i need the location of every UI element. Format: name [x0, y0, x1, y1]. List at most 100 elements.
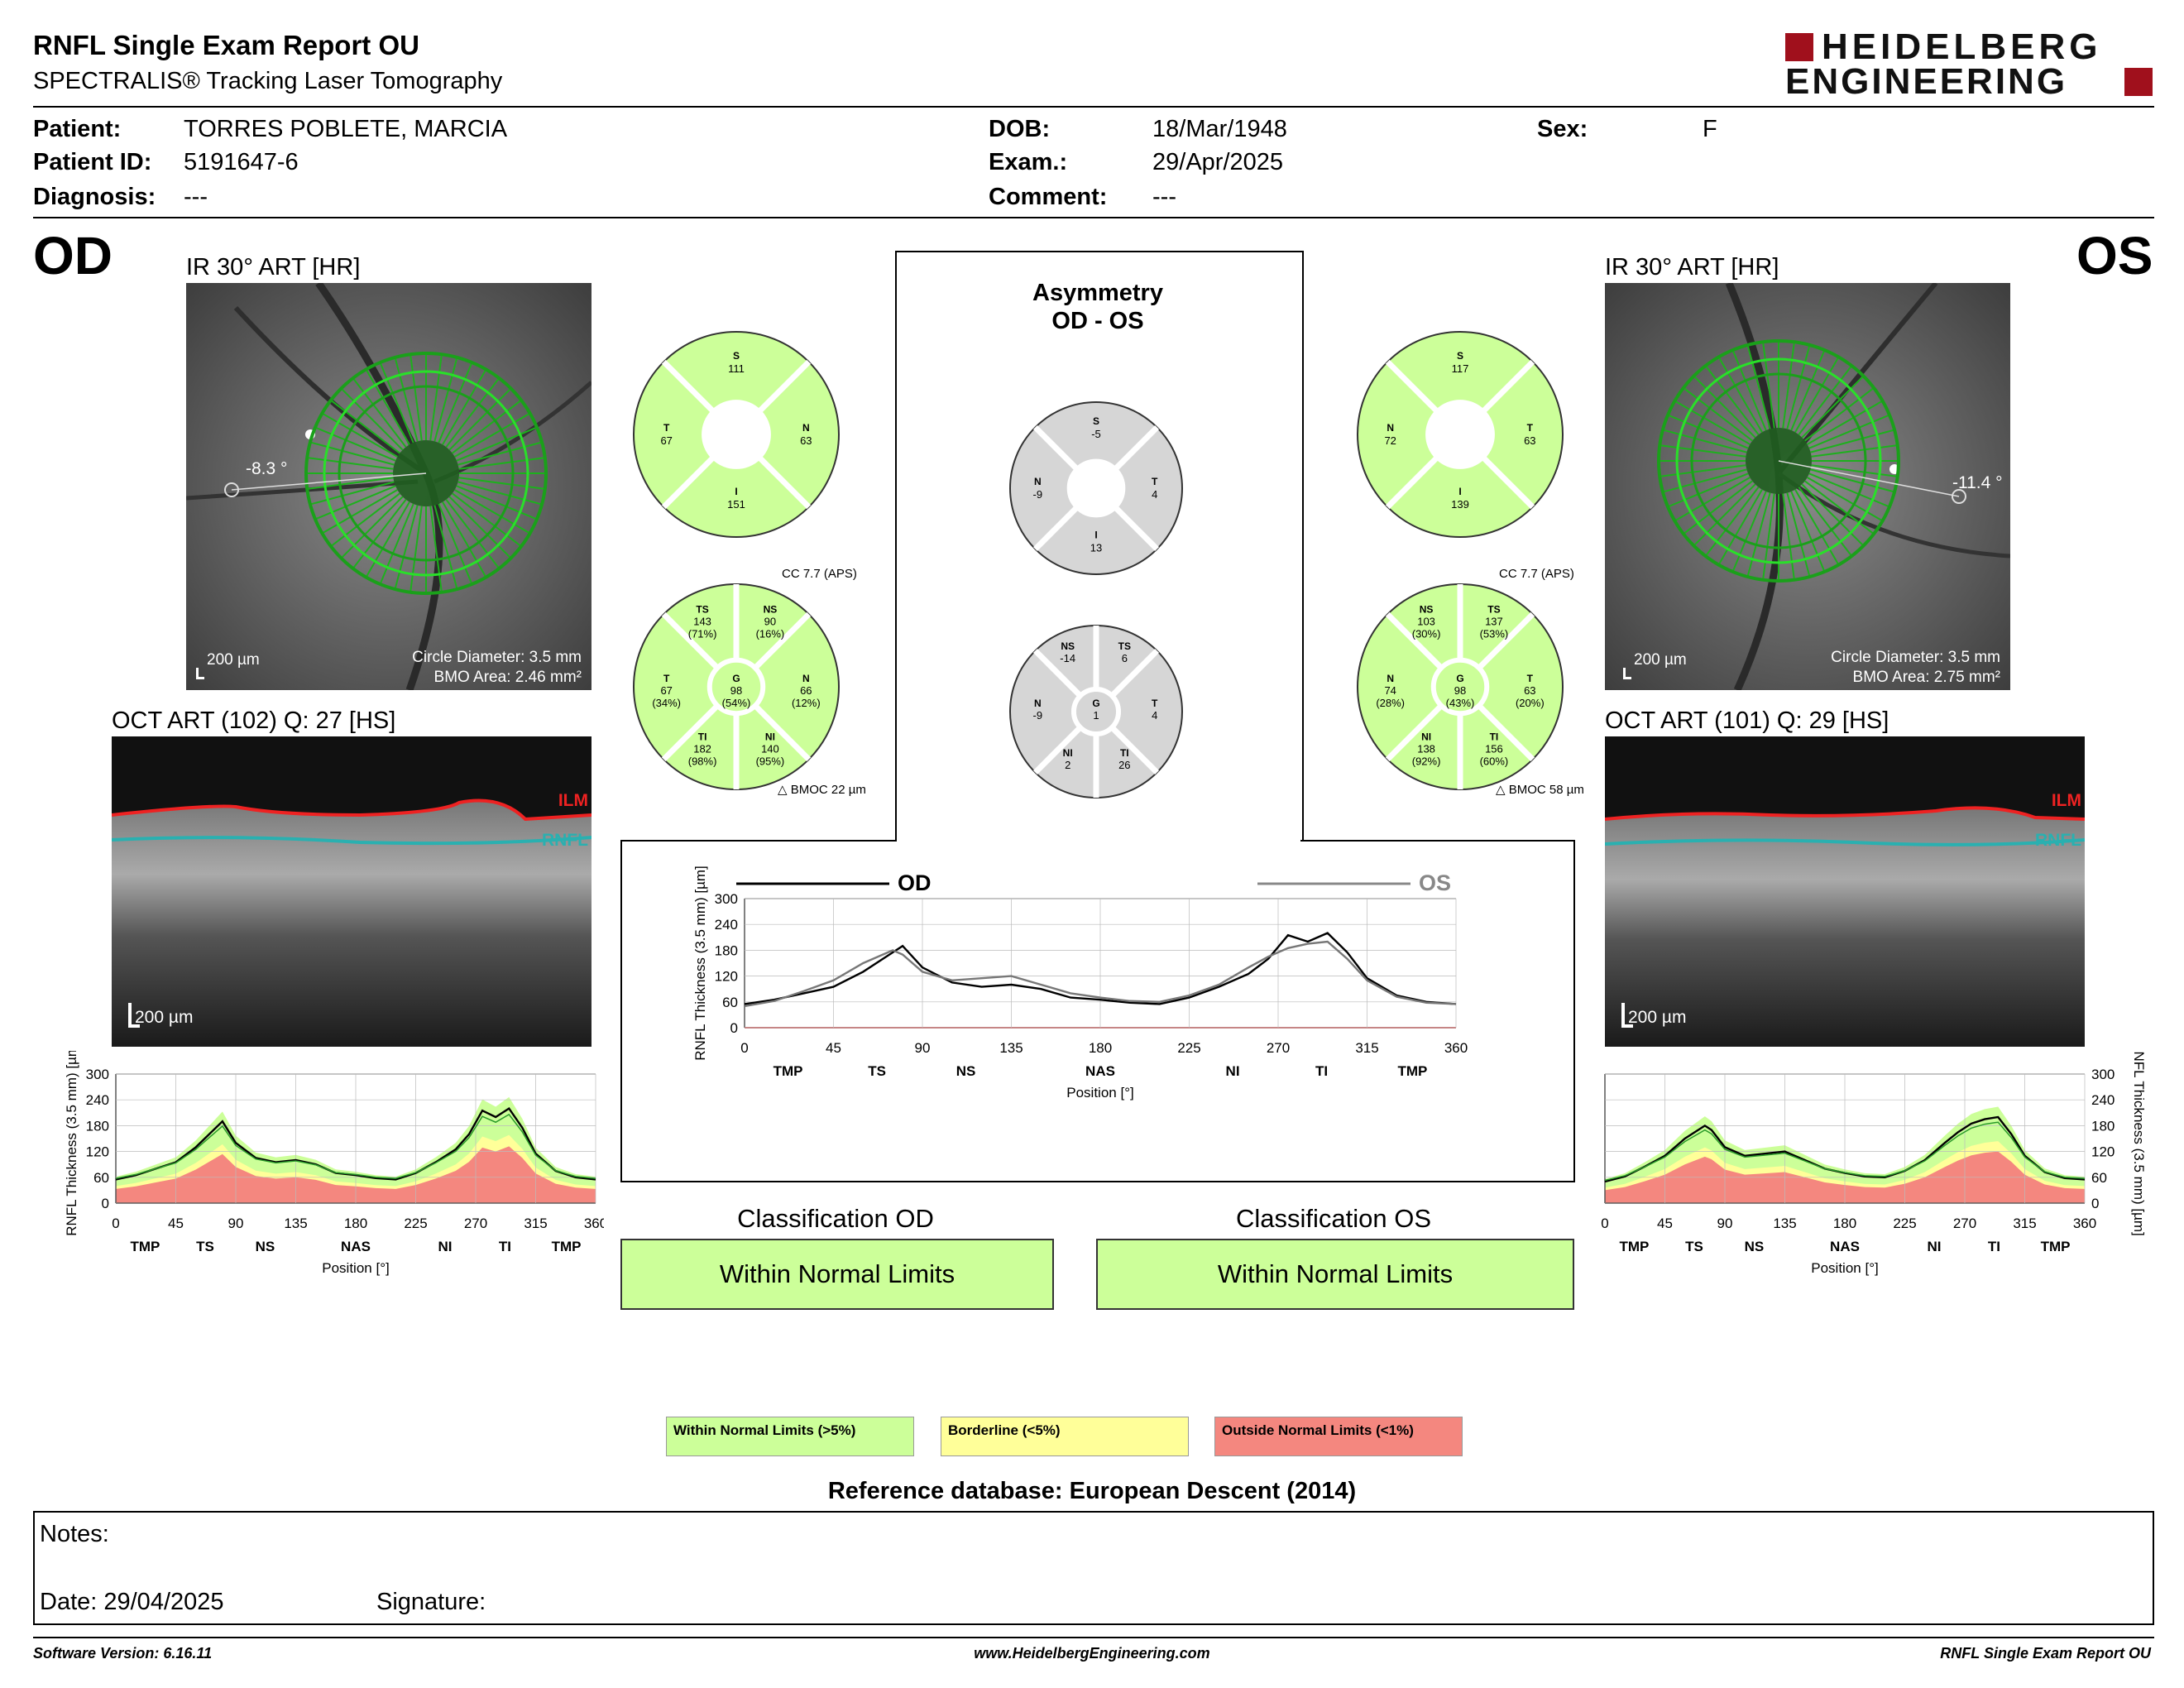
x-tick-label: 360: [584, 1216, 604, 1231]
sector-label: TS: [1685, 1239, 1703, 1254]
notes-label: Notes:: [40, 1521, 109, 1547]
y-tick-label: 60: [2091, 1170, 2107, 1186]
os-s6-n-label: N: [1387, 673, 1394, 684]
x-tick-label: 0: [740, 1040, 748, 1056]
patient-name: TORRES POBLETE, MARCIA: [184, 116, 508, 142]
os-ilm-label: ILM: [2051, 791, 2081, 810]
od-s6-ni-label: NI: [765, 731, 775, 742]
od-s4-i-value: 151: [727, 498, 745, 511]
od-s6-n-label: N: [802, 673, 810, 684]
od-ir-title: IR 30° ART [HR]: [186, 254, 361, 281]
comment-value: ---: [1152, 184, 1176, 210]
classification-os-result: Within Normal Limits: [1096, 1239, 1574, 1310]
footer-website[interactable]: www.HeidelbergEngineering.com: [974, 1645, 1210, 1662]
reference-database: Reference database: European Descent (20…: [827, 1478, 1357, 1504]
y-tick-label: 120: [86, 1144, 109, 1160]
y-tick-label: 240: [86, 1092, 109, 1108]
od-s6-ti-percent: (98%): [688, 755, 717, 767]
y-tick-label: 240: [715, 917, 738, 933]
legend-borderline: Borderline (<5%): [941, 1417, 1189, 1456]
os-s6-ns-value: 103: [1417, 616, 1435, 628]
od-s6-ti-label: TI: [698, 731, 707, 742]
os-s4-n-value: 72: [1384, 434, 1396, 447]
footer-software: Software Version: 6.16.11: [33, 1645, 213, 1662]
x-tick-label: 315: [524, 1216, 547, 1231]
as-s6-ts-value: 6: [1122, 652, 1128, 664]
as-s6-g-value: 1: [1093, 709, 1099, 722]
os-s6-ti-percent: (60%): [1480, 755, 1509, 767]
x-tick-label: 225: [1177, 1040, 1200, 1056]
os-s6-g-value: 98: [1454, 684, 1466, 697]
sex-value: F: [1703, 116, 1717, 142]
dob-value: 18/Mar/1948: [1152, 116, 1287, 142]
os-s4-t-value: 63: [1524, 434, 1535, 447]
x-tick-label: 315: [2013, 1216, 2036, 1231]
od-s6-ts-percent: (71%): [688, 628, 717, 640]
os-eye-label: OS: [2076, 226, 2153, 285]
x-axis-title: Position [°]: [1066, 1085, 1133, 1101]
x-tick-label: 360: [1444, 1040, 1468, 1056]
as-s6-ns-value: -14: [1060, 652, 1075, 664]
os-bmoc-value: BMOC 58 µm: [1508, 783, 1584, 797]
legend-outside-normal: Outside Normal Limits (<1%): [1214, 1417, 1463, 1456]
logo-line2: ENGINEERING: [1785, 61, 2068, 102]
os-s6-ni-percent: (92%): [1412, 755, 1441, 767]
x-tick-label: 270: [1267, 1040, 1290, 1056]
as-s4-s-label: S: [1093, 415, 1099, 427]
as-s6-ti-label: TI: [1120, 747, 1129, 759]
x-tick-label: 90: [1717, 1216, 1733, 1231]
od-s4-s-value: 111: [728, 362, 745, 375]
sector-label: TMP: [1619, 1239, 1649, 1254]
os-s6-center: [1430, 657, 1490, 717]
x-tick-label: 45: [1657, 1216, 1673, 1231]
od-s4-t-value: 67: [660, 434, 672, 447]
as-s6-ts-label: TS: [1118, 640, 1131, 652]
od-oct-image: ILM RNFL 200 µm: [112, 736, 592, 1047]
legend-od-label: OD: [898, 870, 932, 895]
os-s6-g-percent: (43%): [1446, 697, 1475, 709]
od-oct-scale: 200 µm: [135, 1008, 194, 1027]
od-s6-g-value: 98: [730, 684, 742, 697]
as-s6-ns-label: NS: [1061, 640, 1075, 652]
os-bmo-area: BMO Area: 2.75 mm²: [1852, 669, 2000, 686]
dob-label: DOB:: [989, 116, 1051, 142]
report-title: RNFL Single Exam Report OU: [33, 30, 419, 60]
as-s6-t-value: 4: [1152, 709, 1157, 722]
y-axis-title: RNFL Thickness (3.5 mm) [µm]: [64, 1051, 79, 1236]
as-s4-inner: [1066, 458, 1126, 518]
os-s4-i-label: I: [1458, 486, 1461, 497]
y-tick-label: 180: [2091, 1118, 2115, 1134]
os-sector-wheel-6: NS103(30%)TS137(53%)N74(28%)G98(43%)T63(…: [1357, 583, 1564, 790]
od-circle-diameter: Circle Diameter: 3.5 mm: [412, 649, 582, 666]
od-os-comparison-chart: 0 60 120 180 240 300 0 45 90 135 180 225 270 315 360 TM…: [692, 866, 1468, 1101]
od-s6-ts-label: TS: [696, 604, 708, 616]
y-tick-label: 180: [86, 1118, 109, 1134]
comparison-panel: [620, 840, 1575, 1182]
os-s6-ti-label: TI: [1490, 731, 1499, 742]
y-tick-label: 0: [102, 1196, 109, 1211]
x-tick-label: 180: [344, 1216, 367, 1231]
od-s6-g-label: G: [732, 673, 740, 684]
od-fundus-image: -8.3 ° 200 µm Circle Diameter: 3.5 mm BM…: [186, 283, 592, 690]
os-circle-diameter: Circle Diameter: 3.5 mm: [1831, 649, 2000, 666]
as-s4-i-label: I: [1094, 529, 1097, 540]
os-oct-image: ILM RNFL 200 µm: [1605, 736, 2085, 1047]
os-s6-ni-value: 138: [1417, 742, 1435, 755]
as-s4-i-value: 13: [1090, 541, 1102, 554]
sector-label: TI: [1315, 1063, 1328, 1079]
os-s6-g-label: G: [1456, 673, 1463, 684]
od-s6-t-value: 67: [660, 684, 672, 697]
asym-sector-wheel-4: S-5 N-9 T4 I13: [1009, 401, 1183, 575]
y-tick-label: 120: [715, 969, 738, 985]
as-s4-n-label: N: [1034, 476, 1042, 487]
as-s6-g-label: G: [1092, 698, 1099, 709]
od-s6-ti-value: 182: [693, 742, 711, 755]
x-tick-label: 45: [826, 1040, 841, 1056]
y-tick-label: 0: [730, 1020, 738, 1036]
sector-label: TMP: [2041, 1239, 2071, 1254]
os-bmoc-label: △ BMOC 58 µm: [1496, 783, 1584, 797]
od-s6-t-percent: (34%): [652, 697, 681, 709]
od-s6-ns-value: 90: [764, 616, 776, 628]
od-oct-title: OCT ART (102) Q: 27 [HS]: [112, 707, 396, 734]
